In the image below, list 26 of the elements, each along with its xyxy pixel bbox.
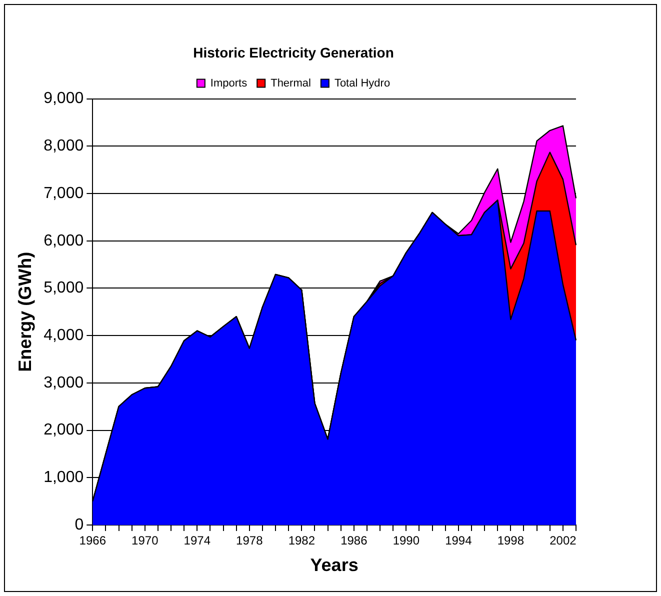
- chart-title: Historic Electricity Generation: [193, 44, 394, 60]
- y-tick-label: 5,000: [44, 280, 84, 297]
- x-tick-label: 1998: [497, 534, 524, 548]
- y-tick-label: 8,000: [44, 138, 84, 155]
- x-tick-label: 1974: [184, 534, 211, 548]
- y-tick-label: 9,000: [44, 90, 84, 108]
- y-tick-label: 6,000: [44, 232, 84, 250]
- y-tick-label: 3,000: [44, 374, 84, 392]
- legend-label: Thermal: [270, 77, 311, 90]
- y-tick-label: 4,000: [44, 326, 84, 344]
- y-tick-label: 1,000: [44, 469, 84, 486]
- y-axis-title: Energy (GWh): [14, 252, 35, 372]
- x-tick-label: 1982: [288, 534, 316, 548]
- y-tick-label: 0: [74, 516, 84, 534]
- legend-label: Total Hydro: [334, 77, 390, 90]
- x-tick-label: 1990: [392, 534, 420, 548]
- x-tick-label: 1970: [132, 534, 159, 548]
- x-tick-label: 1978: [236, 534, 264, 548]
- legend-label: Imports: [210, 77, 248, 90]
- y-tick-label: 2,000: [44, 422, 84, 439]
- x-tick-label: 1986: [340, 534, 368, 548]
- x-tick-label: 2002: [550, 534, 577, 548]
- x-axis-title: Years: [310, 555, 358, 576]
- x-tick-label: 1966: [79, 534, 106, 548]
- y-tick-label: 7,000: [44, 184, 84, 202]
- x-tick-label: 1994: [445, 534, 472, 548]
